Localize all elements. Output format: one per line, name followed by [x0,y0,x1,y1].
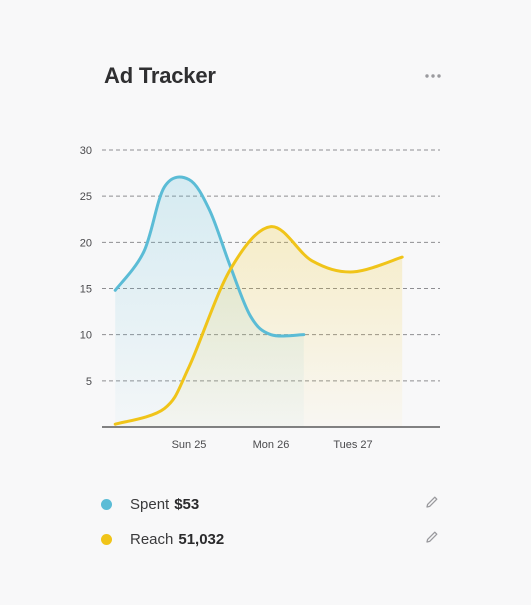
card-title: Ad Tracker [104,63,216,88]
more-options-icon[interactable] [422,68,444,84]
y-tick-label: 15 [80,284,92,296]
legend-dot-spent [101,498,112,510]
y-tick-label: 20 [80,237,92,249]
x-tick-label: Mon 26 [253,439,290,451]
legend-label-spent: Spent [130,495,170,513]
legend-item-reach: Reach 51,032 [101,527,224,551]
pencil-icon[interactable] [425,530,441,546]
series-line-reach [113,225,404,426]
series-line-spent [113,175,306,338]
legend-value-spent: $53 [174,495,200,513]
legend-item-spent: Spent $53 [101,492,199,516]
x-tick-label: Tues 27 [333,439,372,451]
y-tick-label: 25 [80,191,92,203]
line-area-chart: 5 10 15 20 25 30 Sun 25 Mon 26 Tues 27 [80,145,440,451]
legend-value-reach: 51,032 [178,530,225,548]
y-tick-label: 10 [80,330,92,342]
x-tick-label: Sun 25 [172,439,207,451]
legend-dot-reach [101,533,112,545]
y-tick-label: 30 [80,145,92,157]
pencil-icon[interactable] [425,495,441,511]
y-tick-label: 5 [86,376,92,388]
legend-label-reach: Reach [130,530,174,548]
